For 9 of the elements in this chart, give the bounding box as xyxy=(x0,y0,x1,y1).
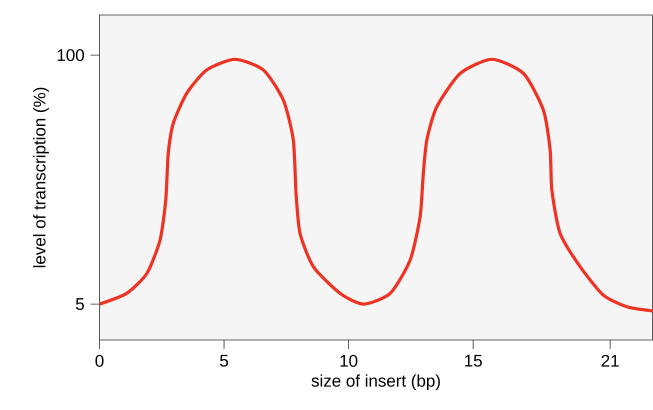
x-tick-label: 21 xyxy=(602,354,619,367)
x-tick-label: 0 xyxy=(95,354,104,367)
y-axis-title: level of transcription (%) xyxy=(33,88,49,268)
x-axis-title: size of insert (bp) xyxy=(312,374,440,390)
line-series xyxy=(100,58,653,313)
x-tick-label: 15 xyxy=(465,354,482,367)
y-tick-label: 100 xyxy=(58,49,84,62)
x-tick-label: 10 xyxy=(340,354,358,367)
x-tick-label: 5 xyxy=(220,354,228,367)
